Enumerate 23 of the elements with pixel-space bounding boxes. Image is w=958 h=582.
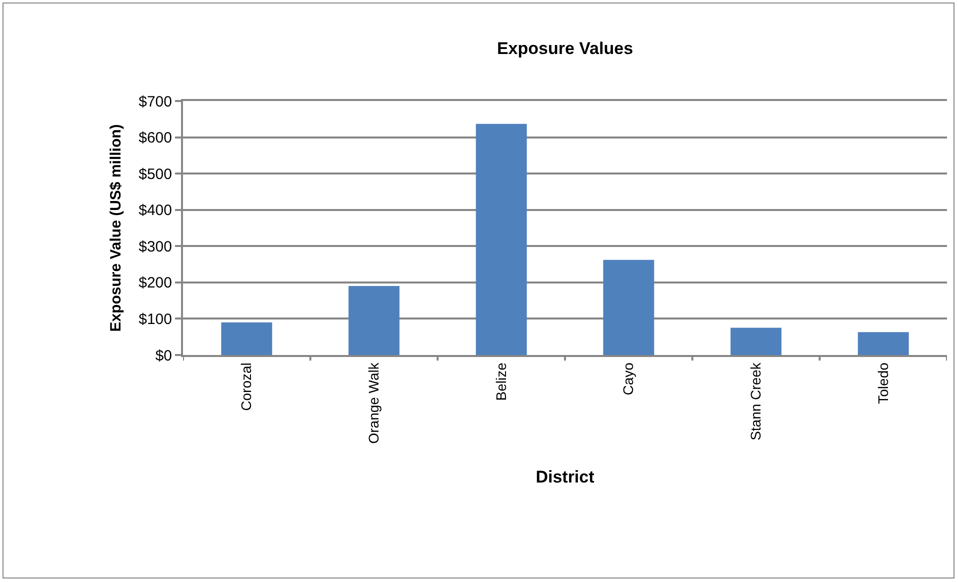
y-axis-title: Exposure Value (US$ million) <box>107 124 124 332</box>
bar <box>221 322 272 355</box>
y-tick-label: $300 <box>138 238 172 256</box>
bar <box>603 260 654 355</box>
y-tick-label: $400 <box>138 202 172 220</box>
y-tick-label: $100 <box>138 310 172 328</box>
y-tick-label: $0 <box>155 347 172 364</box>
chart-title: Exposure Values <box>496 38 634 58</box>
x-tick-label: Orange Walk <box>366 362 382 444</box>
bar <box>348 286 400 355</box>
x-tick-label: Toledo <box>874 362 891 404</box>
x-tick-label: Stann Creek <box>748 362 764 440</box>
y-tick-label: $700 <box>138 93 172 110</box>
bar <box>476 124 527 355</box>
bar <box>858 332 909 355</box>
y-tick-label: $500 <box>138 166 172 183</box>
x-tick-label: Cayo <box>620 362 636 396</box>
y-tick-label: $600 <box>138 130 172 147</box>
y-tick-label: $200 <box>138 274 172 292</box>
bar <box>730 328 782 355</box>
x-tick-label: Corozal <box>238 362 254 411</box>
x-tick-label: Belize <box>492 362 509 401</box>
x-axis-title: District <box>536 468 595 487</box>
